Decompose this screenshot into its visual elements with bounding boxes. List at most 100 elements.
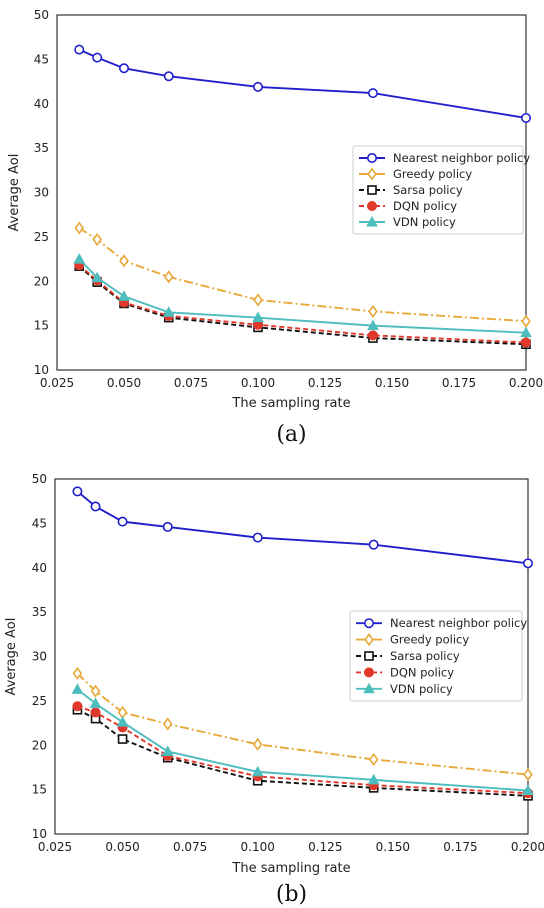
series-greedy-policy: [74, 221, 531, 328]
x-tick-label: 0.075: [174, 376, 208, 390]
legend-marker: [366, 153, 377, 164]
x-axis-label: The sampling rate: [231, 861, 350, 876]
data-point: [521, 314, 531, 328]
series-line: [78, 48, 527, 119]
x-tick-label: 0.150: [375, 376, 409, 390]
y-tick-label: 50: [34, 8, 49, 22]
data-point: [367, 773, 380, 785]
data-point: [74, 44, 85, 55]
y-axis-label: Average AoI: [7, 154, 22, 232]
x-tick-label: 0.025: [40, 376, 74, 390]
x-tick-label: 0.125: [308, 376, 342, 390]
legend: Nearest neighbor policy Greedy policy Sars…: [349, 610, 527, 702]
data-point: [368, 304, 378, 318]
legend-box: [349, 610, 523, 702]
y-tick-label: 20: [34, 274, 49, 288]
series-nearest-neighbor-policy: [74, 44, 531, 123]
data-point: [163, 71, 174, 82]
chart-a: 0.025 0.050 0.075 0.100 0.125 0.150 0.175 0.200…: [7, 8, 543, 447]
legend-marker: [363, 682, 375, 694]
series-greedy-policy: [72, 666, 533, 782]
x-tick-label: 0.200: [509, 376, 543, 390]
x-tick-label: 0.175: [443, 840, 477, 854]
y-tick-label: 20: [32, 738, 47, 752]
x-tick-label: 0.075: [173, 840, 207, 854]
legend-label: VDN policy: [393, 215, 456, 229]
data-point: [71, 683, 84, 694]
legend: Nearest neighbor policy Greedy policy Sars…: [352, 145, 530, 235]
data-point: [116, 716, 129, 727]
data-point: [119, 254, 129, 268]
series-line: [76, 490, 529, 565]
legend-marker: [363, 618, 374, 629]
figure-caption: (a): [276, 422, 306, 447]
data-point: [74, 221, 85, 235]
data-point: [163, 270, 174, 284]
data-point: [162, 306, 175, 317]
y-tick-label: 45: [32, 516, 47, 530]
data-point: [252, 311, 264, 323]
legend-label: Sarsa policy: [390, 649, 460, 663]
y-tick-label: 25: [34, 230, 49, 244]
x-tick-label: 0.025: [38, 840, 72, 854]
data-point: [118, 290, 130, 301]
series-line: [78, 227, 527, 323]
x-tick-label: 0.125: [308, 840, 342, 854]
x-axis-label: The sampling rate: [231, 396, 350, 411]
legend-marker: [366, 215, 378, 227]
legend-marker: [364, 651, 374, 661]
y-tick-label: 50: [32, 472, 47, 486]
data-point: [91, 271, 104, 283]
y-tick-label: 15: [34, 319, 49, 333]
data-point: [252, 532, 263, 543]
data-point: [522, 558, 533, 569]
legend-marker: [367, 201, 377, 211]
legend-label: VDN policy: [390, 682, 453, 696]
x-tick-label: 0.100: [241, 376, 275, 390]
legend-label: DQN policy: [390, 665, 454, 679]
data-point: [523, 767, 533, 782]
legend-label: Nearest neighbor policy: [393, 151, 530, 165]
plot-frame: [56, 14, 527, 371]
data-point: [368, 539, 379, 550]
data-point: [253, 81, 264, 92]
y-tick-label: 10: [34, 363, 49, 377]
data-point: [252, 737, 263, 751]
y-tick-label: 45: [34, 52, 49, 66]
y-tick-label: 35: [34, 141, 49, 155]
series-line: [78, 258, 527, 334]
x-tick-label: 0.100: [241, 840, 275, 854]
legend-label: Greedy policy: [393, 167, 472, 181]
plot-frame: [54, 478, 529, 835]
y-tick-label: 10: [32, 827, 47, 841]
data-point: [90, 684, 101, 698]
data-point: [161, 745, 174, 756]
data-point: [520, 326, 532, 338]
data-point: [522, 784, 534, 796]
data-point: [162, 717, 173, 731]
data-point: [73, 253, 86, 264]
x-tick-label: 0.175: [442, 376, 476, 390]
series-vdn-policy: [71, 683, 534, 796]
y-tick-label: 15: [32, 783, 47, 797]
y-tick-label: 35: [32, 605, 47, 619]
legend-marker: [367, 167, 377, 181]
x-tick-label: 0.150: [376, 840, 410, 854]
legend-label: Sarsa policy: [393, 183, 463, 197]
data-point: [162, 521, 173, 532]
data-point: [92, 232, 102, 247]
data-point: [90, 707, 101, 718]
data-point: [72, 701, 83, 712]
legend-box: [352, 145, 524, 235]
legend-marker: [364, 633, 374, 647]
x-tick-label: 0.050: [105, 840, 139, 854]
data-point: [253, 293, 263, 307]
series-line: [76, 688, 529, 792]
data-point: [90, 501, 101, 512]
data-point: [92, 52, 103, 63]
y-tick-label: 30: [32, 650, 47, 664]
series-nearest-neighbor-policy: [72, 486, 533, 569]
data-point: [367, 319, 379, 331]
data-point: [367, 330, 378, 341]
